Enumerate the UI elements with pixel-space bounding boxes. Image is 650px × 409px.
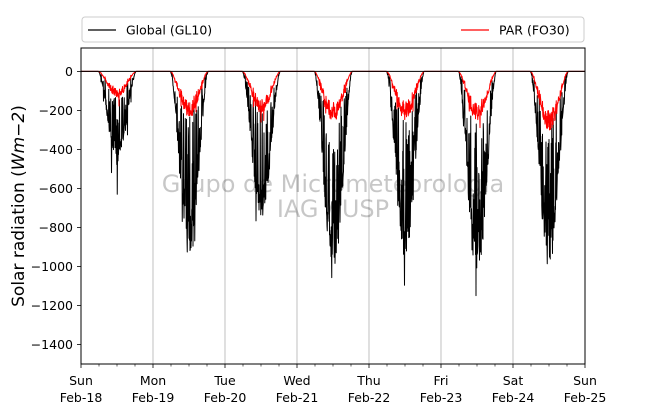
legend-label-global: Global (GL10) [126, 23, 212, 38]
x-tick-label-day-6: Sat [503, 373, 524, 388]
legend-box [81, 16, 585, 43]
legend: Global (GL10) PAR (FO30) [81, 16, 585, 43]
y-axis-title-text: Solar radiation ( [9, 170, 29, 307]
y-tick-label-0: 0 [65, 64, 73, 79]
watermark-line-1: Grupo de Micrometeorologia [162, 170, 504, 198]
y-tick-label-4: −800 [39, 220, 73, 235]
x-tick-label-day-2: Tue [213, 373, 236, 388]
x-tick-label-date-2: Feb-20 [204, 390, 247, 405]
y-tick-label-7: −1400 [31, 337, 73, 352]
y-axis-ticks: 0 −200 −400 −600 −800 −1000 −1200 −1400 [31, 64, 81, 352]
y-axis-title-close: ) [9, 105, 29, 112]
y-axis-title-unit: Wm [9, 137, 29, 170]
x-tick-label-date-0: Feb-18 [60, 390, 103, 405]
y-axis-title: Solar radiation (Wm−2) [9, 105, 29, 307]
y-tick-label-6: −1200 [31, 298, 73, 313]
x-tick-label-day-0: Sun [69, 373, 93, 388]
x-tick-label-date-4: Feb-22 [348, 390, 391, 405]
y-tick-label-3: −600 [39, 181, 73, 196]
grid-lines [152, 48, 514, 364]
y-tick-label-5: −1000 [31, 259, 73, 274]
x-tick-label-date-6: Feb-24 [492, 390, 535, 405]
x-tick-label-date-1: Feb-19 [132, 390, 175, 405]
x-tick-label-day-1: Mon [140, 373, 166, 388]
x-tick-label-date-5: Feb-23 [420, 390, 463, 405]
svg-text:Solar radiation (Wm−2): Solar radiation (Wm−2) [9, 105, 29, 307]
x-tick-label-day-3: Wed [283, 373, 310, 388]
x-tick-label-day-7: Sun [573, 373, 597, 388]
x-tick-label-date-7: Feb-25 [564, 390, 607, 405]
x-tick-label-date-3: Feb-21 [276, 390, 319, 405]
y-axis-title-exponent: −2 [9, 112, 29, 137]
watermark-line-2: IAG / USP [277, 195, 389, 223]
x-axis-ticks: Sun Feb-18 Mon Feb-19 Tue Feb-20 Wed Feb-21 Thu F… [60, 364, 607, 405]
y-tick-label-1: −200 [39, 103, 73, 118]
x-tick-label-day-4: Thu [356, 373, 380, 388]
legend-label-par: PAR (FO30) [499, 23, 570, 38]
x-tick-label-day-5: Fri [434, 373, 449, 388]
y-tick-label-2: −400 [39, 142, 73, 157]
